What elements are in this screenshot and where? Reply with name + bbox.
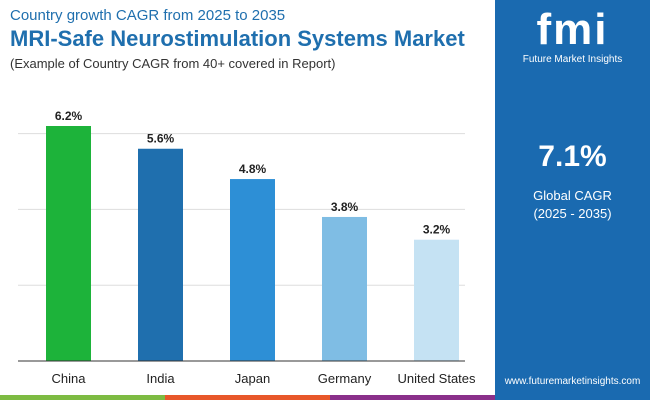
bar-germany [322, 216, 367, 361]
x-tick-label: Japan [235, 371, 270, 386]
data-label: 3.8% [331, 200, 359, 214]
stripe-green [0, 395, 165, 400]
x-tick-label: China [52, 371, 87, 386]
bar-japan [230, 179, 275, 361]
side-panel: fmi Future Market Insights 7.1% Global C… [495, 0, 650, 400]
bar-united-states [414, 239, 459, 361]
x-tick-label: Germany [318, 371, 372, 386]
x-tick-label: India [146, 371, 175, 386]
logo-text: fmi [536, 5, 609, 54]
chart-subtitle-top: Country growth CAGR from 2025 to 2035 [10, 7, 286, 24]
cagr-period: (2025 - 2035) [533, 206, 612, 221]
cagr-label: Global CAGR [533, 188, 612, 203]
bar-china [46, 126, 91, 361]
chart-note: (Example of Country CAGR from 40+ covere… [10, 56, 336, 71]
bar-india [138, 148, 183, 361]
stripe-orange [165, 395, 330, 400]
data-label: 5.6% [147, 132, 175, 146]
data-label: 6.2% [55, 109, 83, 123]
global-cagr-value: 7.1% [538, 140, 607, 173]
bar-chart: 6.2% China 5.6% India 4.8% Japan 3.8% Germany 3.… [18, 109, 476, 386]
chart-title: MRI-Safe Neurostimulation Systems Market [10, 26, 465, 51]
data-label: 3.2% [423, 223, 451, 237]
website-url: www.futuremarketinsights.com [504, 376, 641, 387]
logo-brand: Future Market Insights [522, 54, 623, 65]
x-tick-label: United States [397, 371, 476, 386]
fmi-logo: fmi Future Market Insights [495, 5, 650, 66]
stripe-purple [330, 395, 495, 400]
data-label: 4.8% [239, 162, 267, 176]
global-cagr-label: Global CAGR (2025 - 2035) [495, 187, 650, 223]
